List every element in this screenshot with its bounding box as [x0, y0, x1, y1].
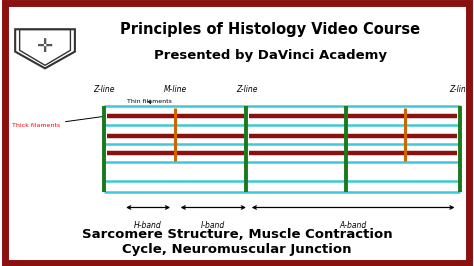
Text: Sarcomere Structure, Muscle Contraction
Cycle, Neuromuscular Junction: Sarcomere Structure, Muscle Contraction …	[82, 228, 392, 256]
Text: I-band: I-band	[201, 221, 226, 230]
Text: Principles of Histology Video Course: Principles of Histology Video Course	[120, 22, 420, 37]
Text: A-band: A-band	[339, 221, 367, 230]
Text: Thick filaments: Thick filaments	[12, 115, 105, 128]
Text: Z-line: Z-line	[236, 85, 257, 94]
Text: M-line: M-line	[164, 85, 187, 94]
Text: H-band: H-band	[134, 221, 162, 230]
Text: Z-line: Z-line	[93, 85, 115, 94]
Text: Thin filaments: Thin filaments	[127, 99, 172, 104]
Polygon shape	[15, 29, 75, 68]
Text: Presented by DaVinci Academy: Presented by DaVinci Academy	[154, 49, 387, 62]
Text: Z-line: Z-line	[449, 85, 471, 94]
Text: ✛: ✛	[37, 37, 53, 56]
